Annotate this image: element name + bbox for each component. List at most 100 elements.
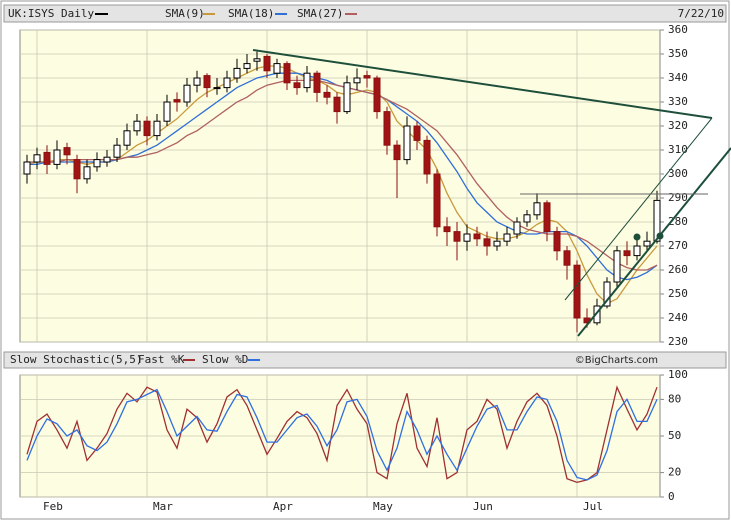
candle-body (473, 233, 481, 240)
candle-body (143, 120, 151, 137)
candle-body (273, 63, 281, 74)
y-tick-label: 50 (668, 429, 681, 442)
candle-body (363, 75, 371, 79)
y-tick-label: 100 (668, 368, 688, 381)
channel-line (564, 117, 713, 301)
y-tick-label: 310 (668, 143, 688, 156)
candle-body (83, 166, 91, 180)
candle-body (623, 250, 631, 257)
legend-label: SMA(9) (165, 7, 205, 20)
candle-body (43, 151, 51, 165)
candle-body (323, 91, 331, 98)
header-bar (3, 4, 727, 23)
annotations (252, 49, 731, 337)
x-tick-label: Jul (583, 500, 603, 513)
y-tick-label: 260 (668, 263, 688, 276)
chart-title: UK:ISYS Daily (8, 7, 94, 20)
y-tick-label: 290 (668, 191, 688, 204)
candle-body (103, 156, 111, 163)
candle-body (63, 147, 71, 156)
series-line (26, 65, 658, 305)
y-tick-label: 270 (668, 239, 688, 252)
y-tick-label: 360 (668, 23, 688, 36)
x-tick-label: May (373, 500, 393, 513)
candle-body (353, 77, 361, 84)
y-tick-label: 0 (668, 490, 675, 503)
series-line (27, 79, 658, 271)
candle-body (393, 144, 401, 161)
y-tick-label: 320 (668, 119, 688, 132)
candle-body (573, 264, 581, 319)
candle-body (213, 87, 221, 90)
candle-body (423, 139, 431, 175)
candle-body (533, 202, 541, 216)
candle-body (263, 55, 271, 72)
candle-body (513, 221, 521, 235)
candle-body (183, 84, 191, 103)
candle-body (153, 120, 161, 137)
candle-body (93, 159, 101, 168)
candle-body (613, 250, 621, 283)
candle-body (223, 77, 231, 89)
candle-body (133, 120, 141, 132)
candle-body (53, 149, 61, 165)
legend-label: SMA(27) (297, 7, 343, 20)
candle-body (193, 77, 201, 86)
trend-line (252, 49, 713, 119)
marker-dot (656, 232, 664, 240)
indicator-title: Slow Stochastic(5,5) (10, 353, 142, 366)
candle-body (203, 75, 211, 89)
candle-body (173, 99, 181, 103)
series-line (26, 388, 658, 481)
candle-body (453, 231, 461, 242)
candle-body (543, 202, 551, 233)
x-tick-label: Jun (473, 500, 493, 513)
candle-body (413, 125, 421, 141)
y-tick-label: 80 (668, 392, 681, 405)
marker-dot (633, 233, 641, 241)
y-tick-label: 230 (668, 335, 688, 348)
candle-body (503, 233, 511, 242)
candle-body (603, 281, 611, 307)
y-tick-label: 20 (668, 466, 681, 479)
y-tick-label: 300 (668, 167, 688, 180)
candle-body (553, 231, 561, 252)
candle-body (593, 305, 601, 324)
candle-body (433, 173, 441, 228)
candle-body (493, 240, 501, 247)
series-line (26, 385, 658, 484)
candle-body (73, 159, 81, 180)
candle-body (313, 72, 321, 93)
y-tick-label: 330 (668, 95, 688, 108)
date-label: 7/22/10 (678, 7, 724, 20)
channel-line (577, 147, 731, 337)
x-tick-label: Apr (273, 500, 293, 513)
candle-body (243, 63, 251, 69)
y-tick-label: 240 (668, 311, 688, 324)
candle-body (283, 63, 291, 84)
candle-body (563, 250, 571, 266)
candle-body (123, 130, 131, 146)
legend-label: Slow %D (202, 353, 248, 366)
candle-body (163, 101, 171, 122)
candle-body (253, 58, 261, 62)
plot: 2302402502602702802903003103203303403503… (20, 23, 688, 503)
candle-body (373, 77, 381, 113)
candle-body (33, 154, 41, 163)
candle-body (343, 82, 351, 113)
candle-body (293, 82, 301, 89)
legend-label: SMA(18) (228, 7, 274, 20)
candle-body (383, 111, 391, 146)
candle-body (643, 240, 651, 247)
candle-body (113, 144, 121, 158)
candle-body (443, 226, 451, 233)
candle-body (523, 214, 531, 223)
candle-body (653, 199, 661, 242)
source: ©BigCharts.com (575, 355, 658, 366)
candle-body (233, 67, 241, 79)
candle-body (633, 245, 641, 257)
candle-body (463, 233, 471, 242)
candle-body (23, 161, 31, 175)
candle-body (333, 96, 341, 113)
